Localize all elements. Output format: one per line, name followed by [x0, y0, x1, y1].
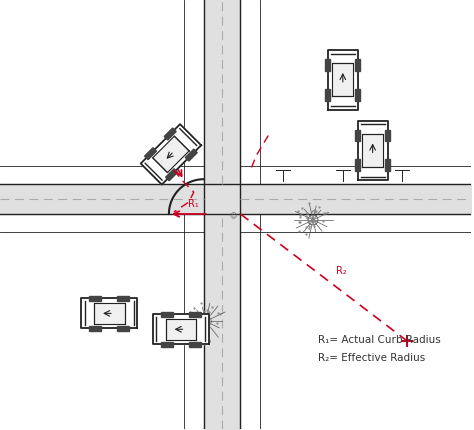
Polygon shape — [185, 150, 197, 162]
Polygon shape — [164, 129, 176, 141]
Polygon shape — [385, 130, 390, 142]
Polygon shape — [90, 296, 101, 301]
Polygon shape — [355, 130, 360, 142]
Polygon shape — [189, 342, 201, 347]
Polygon shape — [161, 342, 173, 347]
Polygon shape — [145, 148, 156, 160]
Polygon shape — [362, 135, 383, 167]
Text: R₂= Effective Radius: R₂= Effective Radius — [318, 352, 425, 362]
Text: R₁: R₁ — [188, 199, 199, 209]
Polygon shape — [355, 60, 360, 72]
Polygon shape — [141, 125, 201, 185]
Text: ☺: ☺ — [229, 212, 236, 219]
Polygon shape — [82, 299, 137, 329]
Polygon shape — [117, 296, 129, 301]
Polygon shape — [153, 315, 209, 344]
Polygon shape — [161, 312, 173, 317]
Polygon shape — [385, 160, 390, 172]
Polygon shape — [355, 160, 360, 172]
Polygon shape — [326, 89, 330, 101]
Polygon shape — [90, 326, 101, 331]
Polygon shape — [189, 312, 201, 317]
Polygon shape — [165, 169, 178, 181]
Text: R₂: R₂ — [336, 265, 346, 275]
Polygon shape — [153, 137, 189, 173]
Polygon shape — [165, 319, 196, 340]
Text: R₁= Actual Curb Radius: R₁= Actual Curb Radius — [318, 335, 441, 344]
Polygon shape — [355, 89, 360, 101]
Polygon shape — [358, 121, 388, 181]
Polygon shape — [117, 326, 129, 331]
Polygon shape — [332, 64, 353, 97]
Polygon shape — [326, 60, 330, 72]
Polygon shape — [328, 51, 358, 111]
Polygon shape — [94, 303, 125, 324]
